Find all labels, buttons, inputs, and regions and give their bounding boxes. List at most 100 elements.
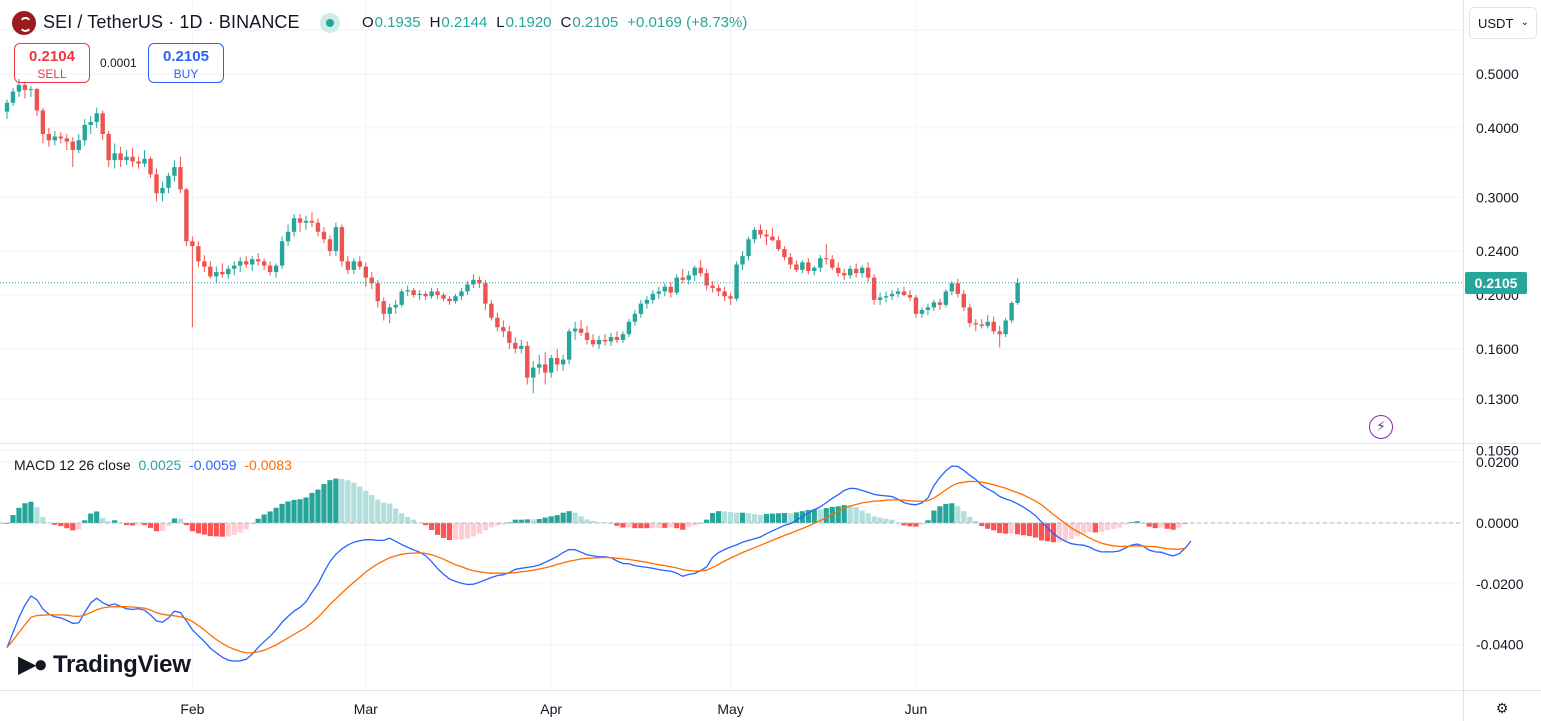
candle-body [937,302,943,305]
sell-label: SELL [37,67,67,81]
candle [871,274,877,305]
candle [124,149,129,165]
candle [405,285,410,297]
candle-body [369,277,374,284]
candle-body [662,286,667,292]
candle [130,148,135,168]
candle-body [997,331,1002,335]
histogram-bar [1009,523,1015,534]
histogram-bar [674,523,680,529]
candle [220,263,225,278]
high-value: 0.2144 [441,14,488,31]
close-value: 0.2105 [572,14,619,31]
histogram-bar [165,523,172,526]
candle [154,168,159,202]
candle-body [991,321,996,332]
candle-body [513,342,518,349]
histogram-bar [1092,523,1098,533]
candle [208,261,213,279]
candle-body [249,259,255,265]
histogram-bar [979,523,985,527]
histogram-bar [476,523,483,534]
histogram-bar [763,513,770,524]
candle [148,156,153,178]
histogram-bar [201,523,207,535]
candle [357,256,363,270]
candle-body [184,189,189,242]
histogram-bar [859,510,865,524]
symbol-title[interactable]: SEI / TetherUS · 1D · BINANCE [43,12,300,32]
candle [698,260,703,277]
histogram-bar [506,522,512,524]
candle [734,261,739,302]
candle-body [417,293,422,296]
macd-legend[interactable]: MACD 12 26 close 0.0025 -0.0059 -0.0083 [14,457,292,473]
candle [267,261,273,276]
candle [919,307,925,318]
histogram-bar [620,523,626,528]
histogram-bar [1068,523,1075,539]
candle-body [746,239,751,257]
tradingview-logo[interactable]: ▶● TradingView [18,650,191,679]
live-dot-icon [320,13,340,33]
histogram-bar [1074,523,1081,537]
candle [118,146,123,168]
histogram-bar [482,523,488,531]
candle-body [554,358,560,365]
candle-body [399,291,404,305]
buy-label: BUY [173,67,199,81]
chevron-down-icon: ⌄ [1520,17,1529,28]
candle [363,262,368,287]
candle-body [112,153,117,161]
histogram-bar [327,480,333,524]
time-axis[interactable]: Feb Mar Apr May Jun [180,701,927,717]
candle [202,255,207,273]
candle-body [1015,282,1020,303]
macd-axis[interactable]: 0.0200 0.0000 -0.0200 -0.0400 [1476,454,1524,653]
sell-button[interactable]: 0.2104 SELL [14,43,90,83]
histogram-bar [949,503,955,524]
candle [273,263,279,278]
candle [758,224,763,239]
candle-body [303,220,309,223]
candle-body [584,332,590,340]
price-axis[interactable]: 0.60000.50000.40000.30000.24000.20000.16… [1476,22,1519,458]
histogram-bar [536,519,542,524]
candle-body [602,339,608,342]
candle-body [196,246,201,262]
candle-body [435,291,440,296]
candle [680,268,685,284]
candle-body [985,321,990,326]
histogram-bar [1158,523,1164,528]
candle-body [614,337,620,340]
candle [776,236,781,252]
gear-icon[interactable]: ⚙ [1495,700,1509,716]
candle-body [525,345,530,378]
histogram-bar [1146,523,1152,527]
candle-body [208,266,213,277]
candle [961,290,966,312]
candle-body [543,364,548,373]
candle [949,280,955,296]
histogram-bar [285,501,291,524]
candle-body [973,323,978,325]
currency-select[interactable]: USDT ⌄ [1469,7,1537,39]
candle-body [949,283,955,292]
macd-tick-label: 0.0000 [1476,515,1519,531]
histogram-bar [626,523,632,528]
lightning-icon[interactable]: ⚡ [1369,415,1393,439]
candle [770,228,775,242]
candle [327,235,333,257]
candle-body [387,307,392,314]
candle-body [764,234,769,237]
candle-body [130,156,135,162]
buy-button[interactable]: 0.2105 BUY [148,43,224,83]
histogram-bar [1032,523,1039,538]
candle [46,127,52,147]
candle [543,351,548,385]
low-label: L [496,14,505,31]
histogram-bar [955,506,961,524]
grid-lines [0,0,1463,690]
candle [495,312,500,332]
